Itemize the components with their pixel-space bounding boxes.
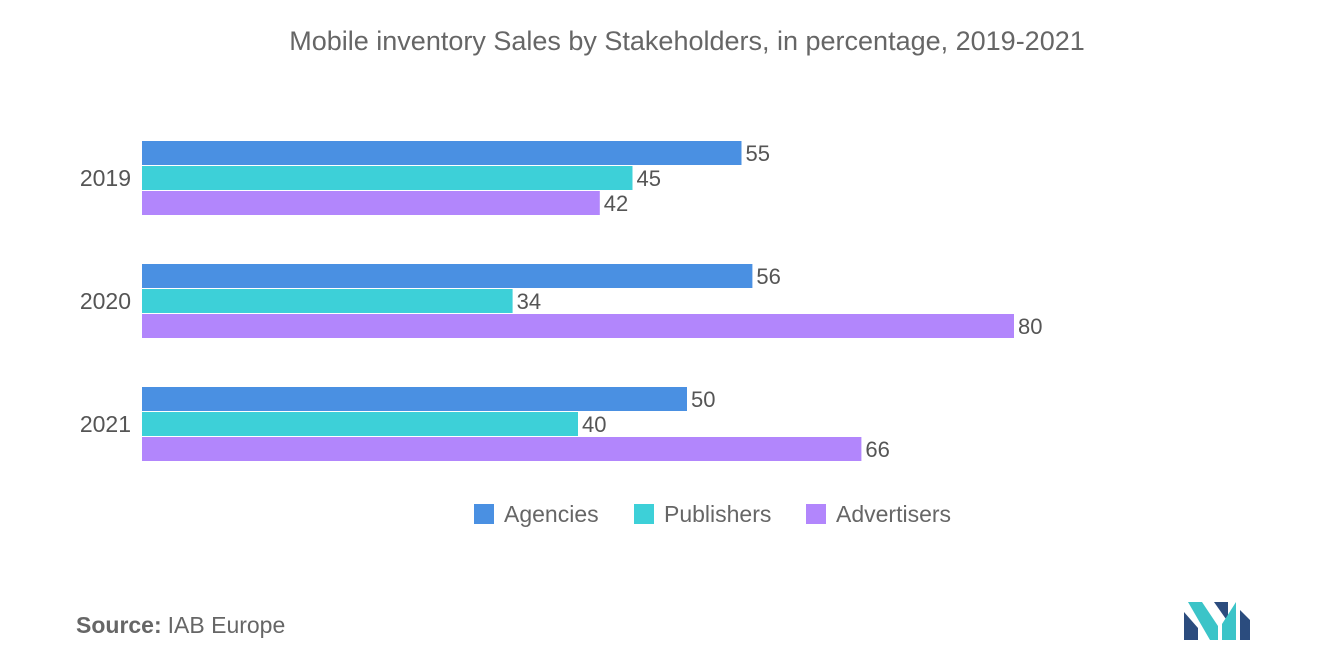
legend-swatch-publishers [634, 504, 654, 524]
value-label-agencies-2019: 55 [746, 141, 770, 166]
chart-title: Mobile inventory Sales by Stakeholders, … [289, 26, 1085, 56]
category-label-2019: 2019 [80, 165, 131, 191]
value-label-publishers-2021: 40 [582, 412, 606, 437]
bar-agencies-2019 [142, 141, 742, 165]
bar-publishers-2021 [142, 412, 578, 436]
bars-layer: 2019 55 45 42 2020 56 34 80 2021 50 40 66 [80, 141, 1042, 462]
category-label-2021: 2021 [80, 411, 131, 437]
value-label-agencies-2021: 50 [691, 387, 715, 412]
bar-agencies-2020 [142, 264, 753, 288]
value-label-publishers-2019: 45 [637, 166, 661, 191]
source-note: Source: IAB Europe [76, 612, 285, 639]
bar-advertisers-2021 [142, 437, 862, 461]
value-label-agencies-2020: 56 [756, 264, 780, 289]
legend-label-agencies: Agencies [504, 501, 599, 527]
bar-advertisers-2019 [142, 191, 600, 215]
category-label-2020: 2020 [80, 288, 131, 314]
chart: Mobile inventory Sales by Stakeholders, … [80, 26, 1085, 527]
source-label: Source: [76, 612, 162, 638]
bar-publishers-2020 [142, 289, 513, 313]
bar-agencies-2021 [142, 387, 687, 411]
source-value: IAB Europe [167, 612, 286, 638]
legend-swatch-advertisers [806, 504, 826, 524]
mordor-intelligence-logo-icon [1184, 602, 1250, 640]
legend-label-advertisers: Advertisers [836, 501, 951, 527]
value-label-advertisers-2019: 42 [604, 191, 628, 216]
value-label-publishers-2020: 34 [517, 289, 541, 314]
legend: Agencies Publishers Advertisers [474, 501, 951, 527]
legend-label-publishers: Publishers [664, 501, 771, 527]
legend-swatch-agencies [474, 504, 494, 524]
value-label-advertisers-2021: 66 [865, 437, 889, 462]
bar-advertisers-2020 [142, 314, 1014, 338]
value-label-advertisers-2020: 80 [1018, 314, 1042, 339]
bar-publishers-2019 [142, 166, 633, 190]
